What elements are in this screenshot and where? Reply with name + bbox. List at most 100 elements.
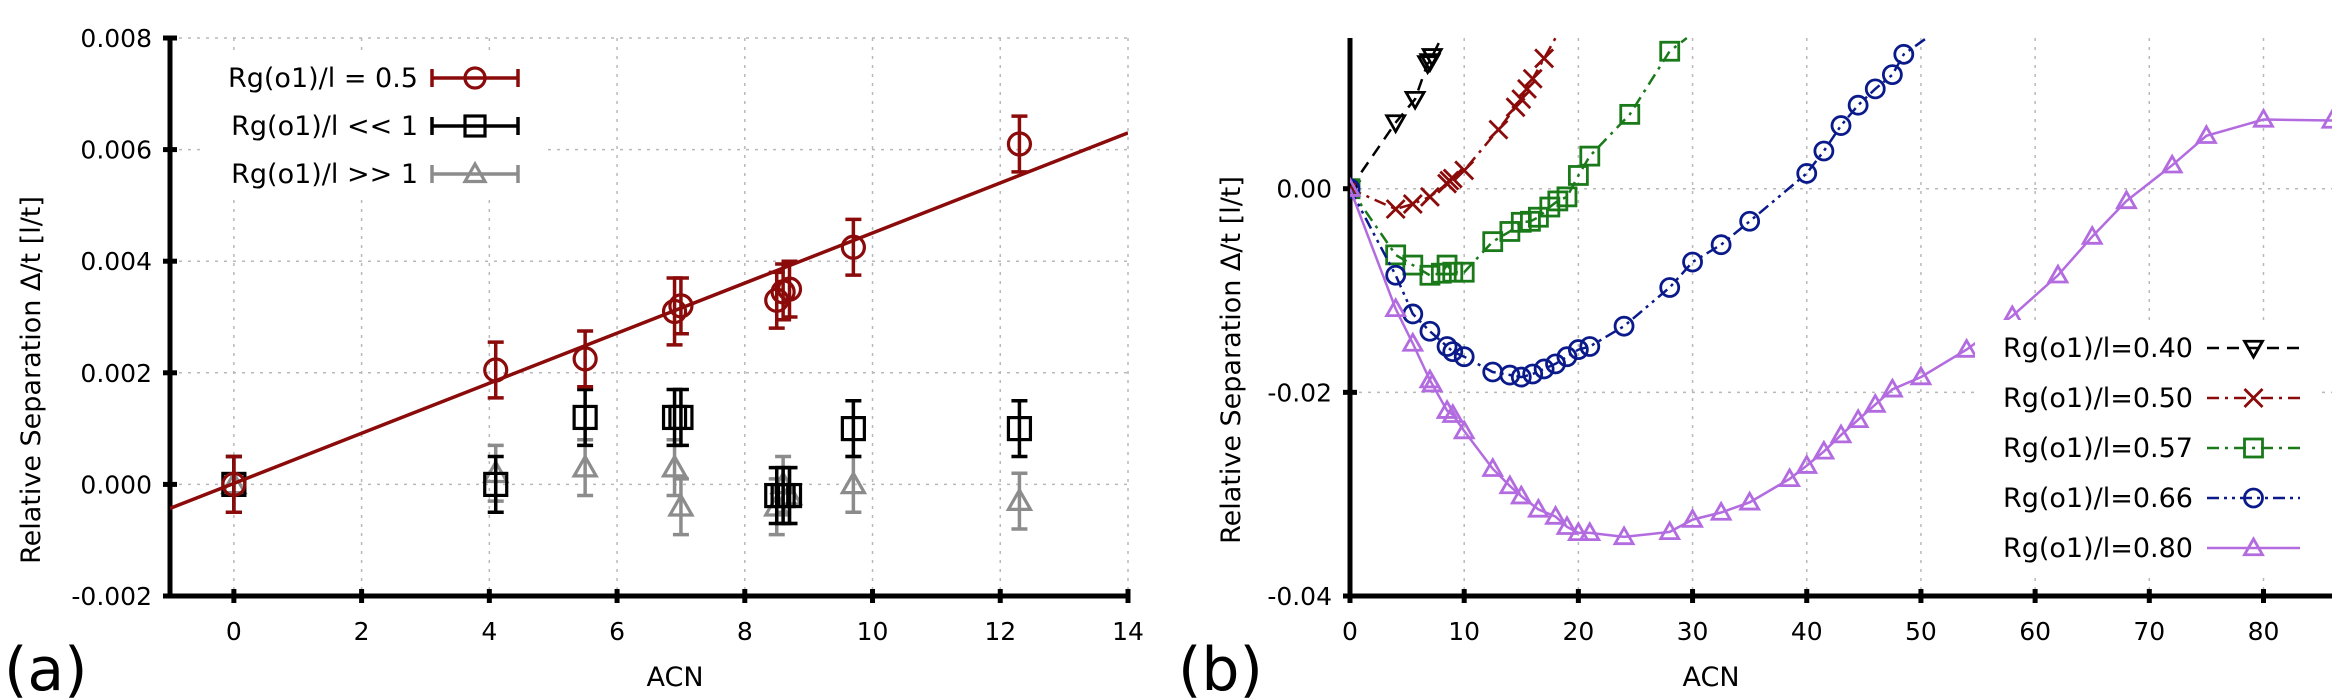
panel-b-point xyxy=(1526,497,1550,518)
panel-b-point xyxy=(1481,456,1505,477)
panel-b-point xyxy=(1682,251,1703,273)
panel-b-point xyxy=(1544,504,1567,525)
panel-b-point xyxy=(1452,419,1476,440)
panel-a-x-tick-label: 10 xyxy=(857,617,889,646)
panel-a-x-tick-label: 14 xyxy=(1112,617,1144,646)
panel-b-label: (b) xyxy=(1178,635,1263,700)
panel-b-x-tick-label: 50 xyxy=(1905,617,1937,646)
panel-a-point xyxy=(668,293,694,319)
panel-b-point xyxy=(1795,453,1819,474)
panel-a-point xyxy=(221,471,247,497)
panel-b-point xyxy=(1829,423,1853,444)
panel-b-point xyxy=(2194,123,2218,144)
panel-b-point xyxy=(1955,337,1979,358)
panel-a-legend-marker xyxy=(463,114,487,138)
panel-b-point xyxy=(1545,353,1566,375)
panel-b-point xyxy=(1453,346,1475,368)
panel-b-y-axis-label: Relative Separation Δ/t [l/t] xyxy=(1216,176,1247,544)
panel-a-point xyxy=(483,471,509,497)
panel-b-point xyxy=(1710,234,1732,256)
panel-b-legend-label: Rg(o1)/l=0.50 xyxy=(2003,383,2193,414)
panel-b-x-tick-label: 40 xyxy=(1791,617,1823,646)
panel-b-point xyxy=(1350,178,1361,200)
panel-b-point xyxy=(1847,94,1869,116)
panel-b-point xyxy=(1488,119,1509,140)
panel-a-point xyxy=(572,404,598,431)
panel-a-fit-line xyxy=(170,131,1128,511)
panel-b-point xyxy=(1880,377,1904,398)
panel-b-point xyxy=(2320,108,2332,129)
panel-a-point xyxy=(667,492,695,517)
panel-a-label: (a) xyxy=(4,635,88,700)
panel-b-point xyxy=(1419,186,1440,207)
panel-b-point xyxy=(1893,43,1915,65)
panel-b-point xyxy=(1830,115,1852,136)
panel-b-point xyxy=(1533,358,1555,380)
panel-b-point xyxy=(1420,372,1444,393)
panel-b-point xyxy=(1813,140,1835,162)
panel-b-series-line xyxy=(1350,36,1928,379)
panel-b-point xyxy=(1567,339,1589,360)
panel-b-point xyxy=(1510,366,1532,388)
panel-a-point xyxy=(776,482,803,509)
panel-b-point xyxy=(1556,346,1578,368)
panel-b-point xyxy=(1556,186,1578,208)
panel-b-point xyxy=(1441,402,1465,423)
panel-a-point xyxy=(661,298,688,325)
panel-b-legend-marker xyxy=(2242,339,2265,360)
panel-a-point xyxy=(840,234,866,260)
panel-a-point xyxy=(483,357,509,383)
panel-b-legend-label: Rg(o1)/l=0.57 xyxy=(2003,433,2193,464)
panel-b-point xyxy=(1442,261,1464,283)
panel-b-point xyxy=(1517,78,1537,99)
panel-b-point xyxy=(1385,199,1406,220)
panel-b-x-tick-label: 80 xyxy=(2248,617,2280,646)
panel-b-point xyxy=(1846,408,1870,428)
panel-a-y-tick-label: 0.004 xyxy=(80,247,152,276)
panel-b-point xyxy=(1384,297,1408,318)
panel-a-x-tick-label: 8 xyxy=(737,617,753,646)
panel-b-legend-label: Rg(o1)/l=0.80 xyxy=(2003,533,2193,564)
panel-b-point xyxy=(1909,365,1933,386)
panel-a-chart: (a) ACN Relative Separation Δ/t [l/t] 0 2… xyxy=(4,24,1144,700)
panel-a-point xyxy=(572,346,598,372)
panel-a-point xyxy=(1006,131,1033,157)
panel-b-legend-marker xyxy=(2243,388,2264,408)
panel-b-series-0 xyxy=(1350,37,1444,201)
panel-b-point xyxy=(1681,507,1704,528)
panel-b-x-tick-label: 10 xyxy=(1448,617,1480,646)
panel-a-y-tick-label: 0.008 xyxy=(80,24,152,53)
panel-b-point xyxy=(1619,103,1641,125)
panel-a-series-2 xyxy=(220,438,1034,537)
panel-b-chart: (b) ACN Relative Separation Δ/t [l/t] 0 1… xyxy=(1178,36,2332,700)
panel-b-point xyxy=(2046,263,2070,284)
panel-a-y-tick-label: 0.006 xyxy=(80,136,152,165)
panel-b-point xyxy=(1578,521,1602,542)
panel-b-point xyxy=(2160,153,2184,174)
panel-b-legend-marker xyxy=(2242,536,2265,557)
panel-b-point xyxy=(1522,363,1544,385)
panel-b-point xyxy=(1420,48,1444,69)
panel-a-y-tick-label: -0.002 xyxy=(71,582,152,611)
panel-b-point xyxy=(1613,315,1635,337)
panel-a-point xyxy=(1006,416,1033,442)
panel-a-point xyxy=(840,416,866,442)
panel-a-point xyxy=(776,276,803,302)
panel-b-x-tick-label: 20 xyxy=(1562,617,1594,646)
panel-b-point xyxy=(1778,467,1802,488)
panel-b-point xyxy=(1738,490,1762,511)
panel-b-series-3 xyxy=(1350,36,1928,388)
panel-b-point xyxy=(1401,331,1425,352)
panel-b-series-2 xyxy=(1350,37,1688,286)
panel-b-point xyxy=(1864,78,1886,100)
panel-a-x-axis-label: ACN xyxy=(646,662,703,693)
panel-b-x-tick-label: 0 xyxy=(1342,617,1358,646)
panel-b-y-tick-label: -0.04 xyxy=(1267,582,1332,611)
panel-b-point xyxy=(1511,89,1532,110)
panel-b-point xyxy=(1385,264,1407,286)
panel-a-x-tick-label: 6 xyxy=(609,617,625,646)
panel-b-legend-label: Rg(o1)/l=0.40 xyxy=(2003,333,2193,364)
panel-b-y-tick-label: 0.00 xyxy=(1276,175,1332,204)
panel-b-point xyxy=(1709,500,1733,521)
panel-b-point xyxy=(1442,168,1463,189)
